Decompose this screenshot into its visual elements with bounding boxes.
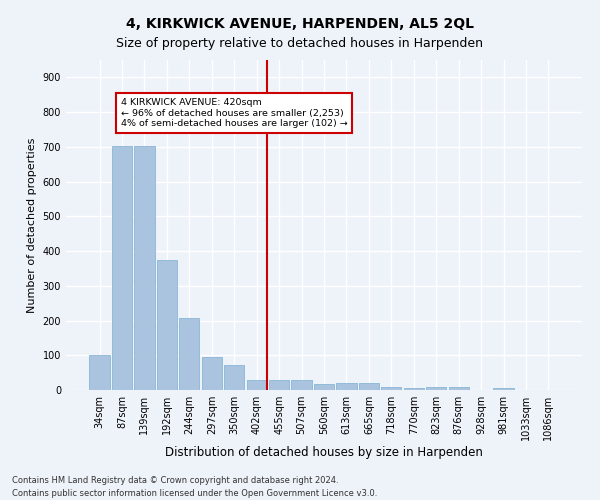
- Bar: [381, 387, 401, 390]
- Bar: [134, 146, 155, 390]
- Bar: [314, 384, 334, 390]
- Bar: [224, 365, 244, 390]
- Bar: [247, 380, 267, 390]
- Bar: [426, 387, 446, 390]
- Bar: [292, 380, 311, 390]
- Bar: [202, 357, 222, 390]
- Bar: [337, 383, 356, 390]
- Text: Contains HM Land Registry data © Crown copyright and database right 2024.
Contai: Contains HM Land Registry data © Crown c…: [12, 476, 377, 498]
- Bar: [112, 146, 132, 390]
- Bar: [493, 388, 514, 390]
- Bar: [404, 388, 424, 390]
- Text: Size of property relative to detached houses in Harpenden: Size of property relative to detached ho…: [116, 38, 484, 51]
- Bar: [449, 387, 469, 390]
- Bar: [359, 383, 379, 390]
- X-axis label: Distribution of detached houses by size in Harpenden: Distribution of detached houses by size …: [165, 446, 483, 458]
- Bar: [157, 260, 177, 390]
- Bar: [179, 318, 199, 390]
- Bar: [89, 354, 110, 390]
- Text: 4, KIRKWICK AVENUE, HARPENDEN, AL5 2QL: 4, KIRKWICK AVENUE, HARPENDEN, AL5 2QL: [126, 18, 474, 32]
- Bar: [269, 380, 289, 390]
- Text: 4 KIRKWICK AVENUE: 420sqm
← 96% of detached houses are smaller (2,253)
4% of sem: 4 KIRKWICK AVENUE: 420sqm ← 96% of detac…: [121, 98, 347, 128]
- Y-axis label: Number of detached properties: Number of detached properties: [27, 138, 37, 312]
